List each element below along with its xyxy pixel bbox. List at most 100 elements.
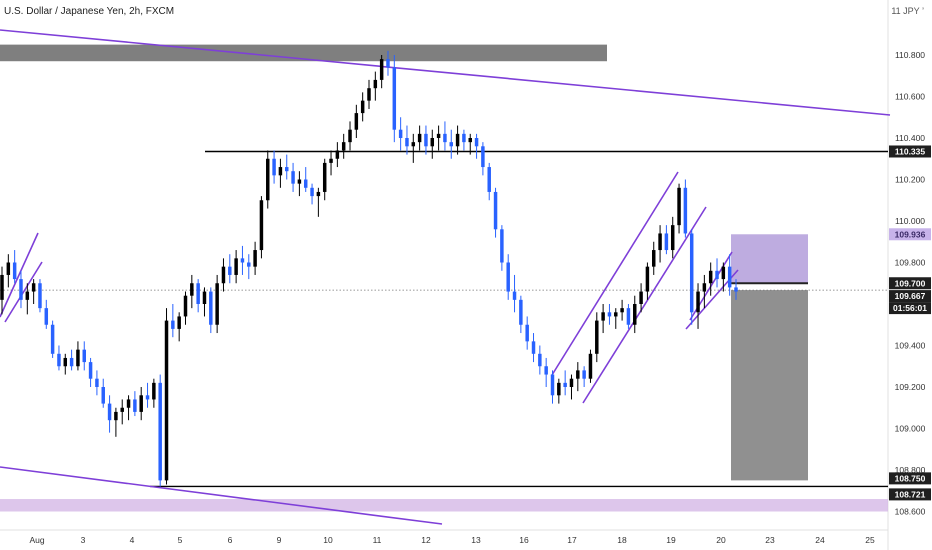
candle-body (63, 357, 68, 367)
candle-body (177, 316, 181, 329)
candle-body (696, 291, 700, 313)
candle-body (240, 258, 245, 263)
x-tick-label: 13 (471, 535, 481, 545)
resistance-zone (0, 44, 607, 62)
candle-body (557, 382, 561, 396)
candle-body (164, 320, 169, 481)
candle-body (266, 158, 270, 201)
candle-body (677, 187, 681, 226)
candle-body (95, 378, 99, 387)
x-tick-label: 11 (373, 535, 382, 545)
candle-body (133, 399, 137, 412)
x-tick-label: 19 (666, 535, 676, 545)
candle-body (76, 349, 80, 367)
candle-body (481, 146, 485, 168)
x-tick-label: 20 (716, 535, 726, 545)
candle-body (341, 142, 346, 151)
countdown-badge: 01:56:01 (893, 303, 927, 313)
stop-price-badge-bg (889, 472, 931, 485)
candle-body (405, 138, 409, 147)
candle-body (658, 233, 662, 251)
candle-body (639, 291, 643, 304)
candle-body (373, 79, 378, 89)
candle-body (576, 370, 580, 379)
x-tick-label: 17 (567, 535, 577, 545)
x-tick-label: 16 (519, 535, 529, 545)
candle-body (398, 129, 403, 138)
x-tick-label: 4 (130, 535, 135, 545)
candle-body (607, 312, 612, 317)
candle-body (228, 266, 232, 275)
candle-body (101, 387, 105, 404)
candle-body (500, 229, 504, 263)
candle-body (664, 233, 669, 251)
support-zone (0, 499, 888, 512)
target-price-badge: 109.936 (895, 229, 926, 239)
time-axis[interactable]: Aug 3 4 5 6 9 10 11 12 13 16 17 18 19 20 23 24 25 (0, 529, 888, 545)
candle-body (588, 353, 593, 379)
candle-body (278, 167, 283, 176)
candle-body (354, 113, 359, 130)
candle-body (158, 382, 162, 481)
channel-lower (582, 206, 707, 404)
x-tick-label: 6 (228, 535, 233, 545)
candle-body (44, 308, 49, 325)
candle-body (601, 312, 605, 321)
candle-body (538, 353, 542, 367)
candle-body (512, 291, 517, 300)
candle-body (25, 291, 30, 300)
candle-body (335, 150, 340, 159)
candle-body (126, 399, 131, 408)
candle-body (38, 283, 42, 309)
candle-body (183, 295, 188, 317)
candle-body (107, 403, 112, 421)
candle-body (721, 266, 726, 280)
candle-body (367, 88, 371, 101)
candle-body (297, 179, 302, 184)
candle-body (69, 357, 74, 367)
candle-body (633, 304, 637, 325)
current-price-badge: 109.667 (895, 291, 926, 301)
candle-body (31, 283, 36, 292)
candle-body (171, 320, 175, 329)
candle-body (272, 158, 276, 176)
x-tick-label: 18 (617, 535, 627, 545)
candle-body (715, 270, 719, 280)
candle-body (620, 308, 624, 313)
candle-body (493, 191, 498, 230)
candle-body (582, 370, 586, 379)
candle-body (202, 291, 207, 304)
candle-body (443, 133, 447, 143)
x-tick-label: 5 (178, 535, 183, 545)
y-tick-label: 110.200 (895, 175, 925, 185)
price-axis[interactable]: 110.800 110.600 110.400 110.200 110.000 109.8… (895, 50, 926, 517)
candle-body (322, 162, 327, 192)
candle-body (645, 266, 650, 292)
candle-body (329, 158, 333, 163)
candle-body (727, 266, 732, 288)
y-tick-label: 110.400 (895, 133, 925, 143)
candle-body (702, 283, 707, 292)
candle-body (0, 274, 4, 300)
y-tick-label: 109.200 (895, 382, 926, 392)
candle-body (595, 320, 599, 354)
candle-body (449, 142, 453, 147)
candle-body (525, 324, 529, 342)
candle-body (417, 133, 422, 143)
y-tick-label: 108.800 (895, 465, 926, 475)
target-price-badge-bg (889, 228, 931, 241)
candle-body (506, 262, 510, 292)
target-zone (731, 234, 808, 284)
candle-body (626, 308, 631, 325)
resistance-price-badge: 110.335 (895, 146, 926, 156)
entry-price-badge: 109.700 (895, 278, 926, 288)
countdown-badge-bg (889, 302, 931, 315)
candles (0, 50, 738, 487)
channel-upper (551, 171, 679, 376)
stop-zone (731, 290, 808, 481)
candle-body (253, 250, 257, 267)
candle-body (50, 324, 55, 354)
upper-trendline (0, 29, 891, 116)
candle-body (209, 291, 213, 325)
